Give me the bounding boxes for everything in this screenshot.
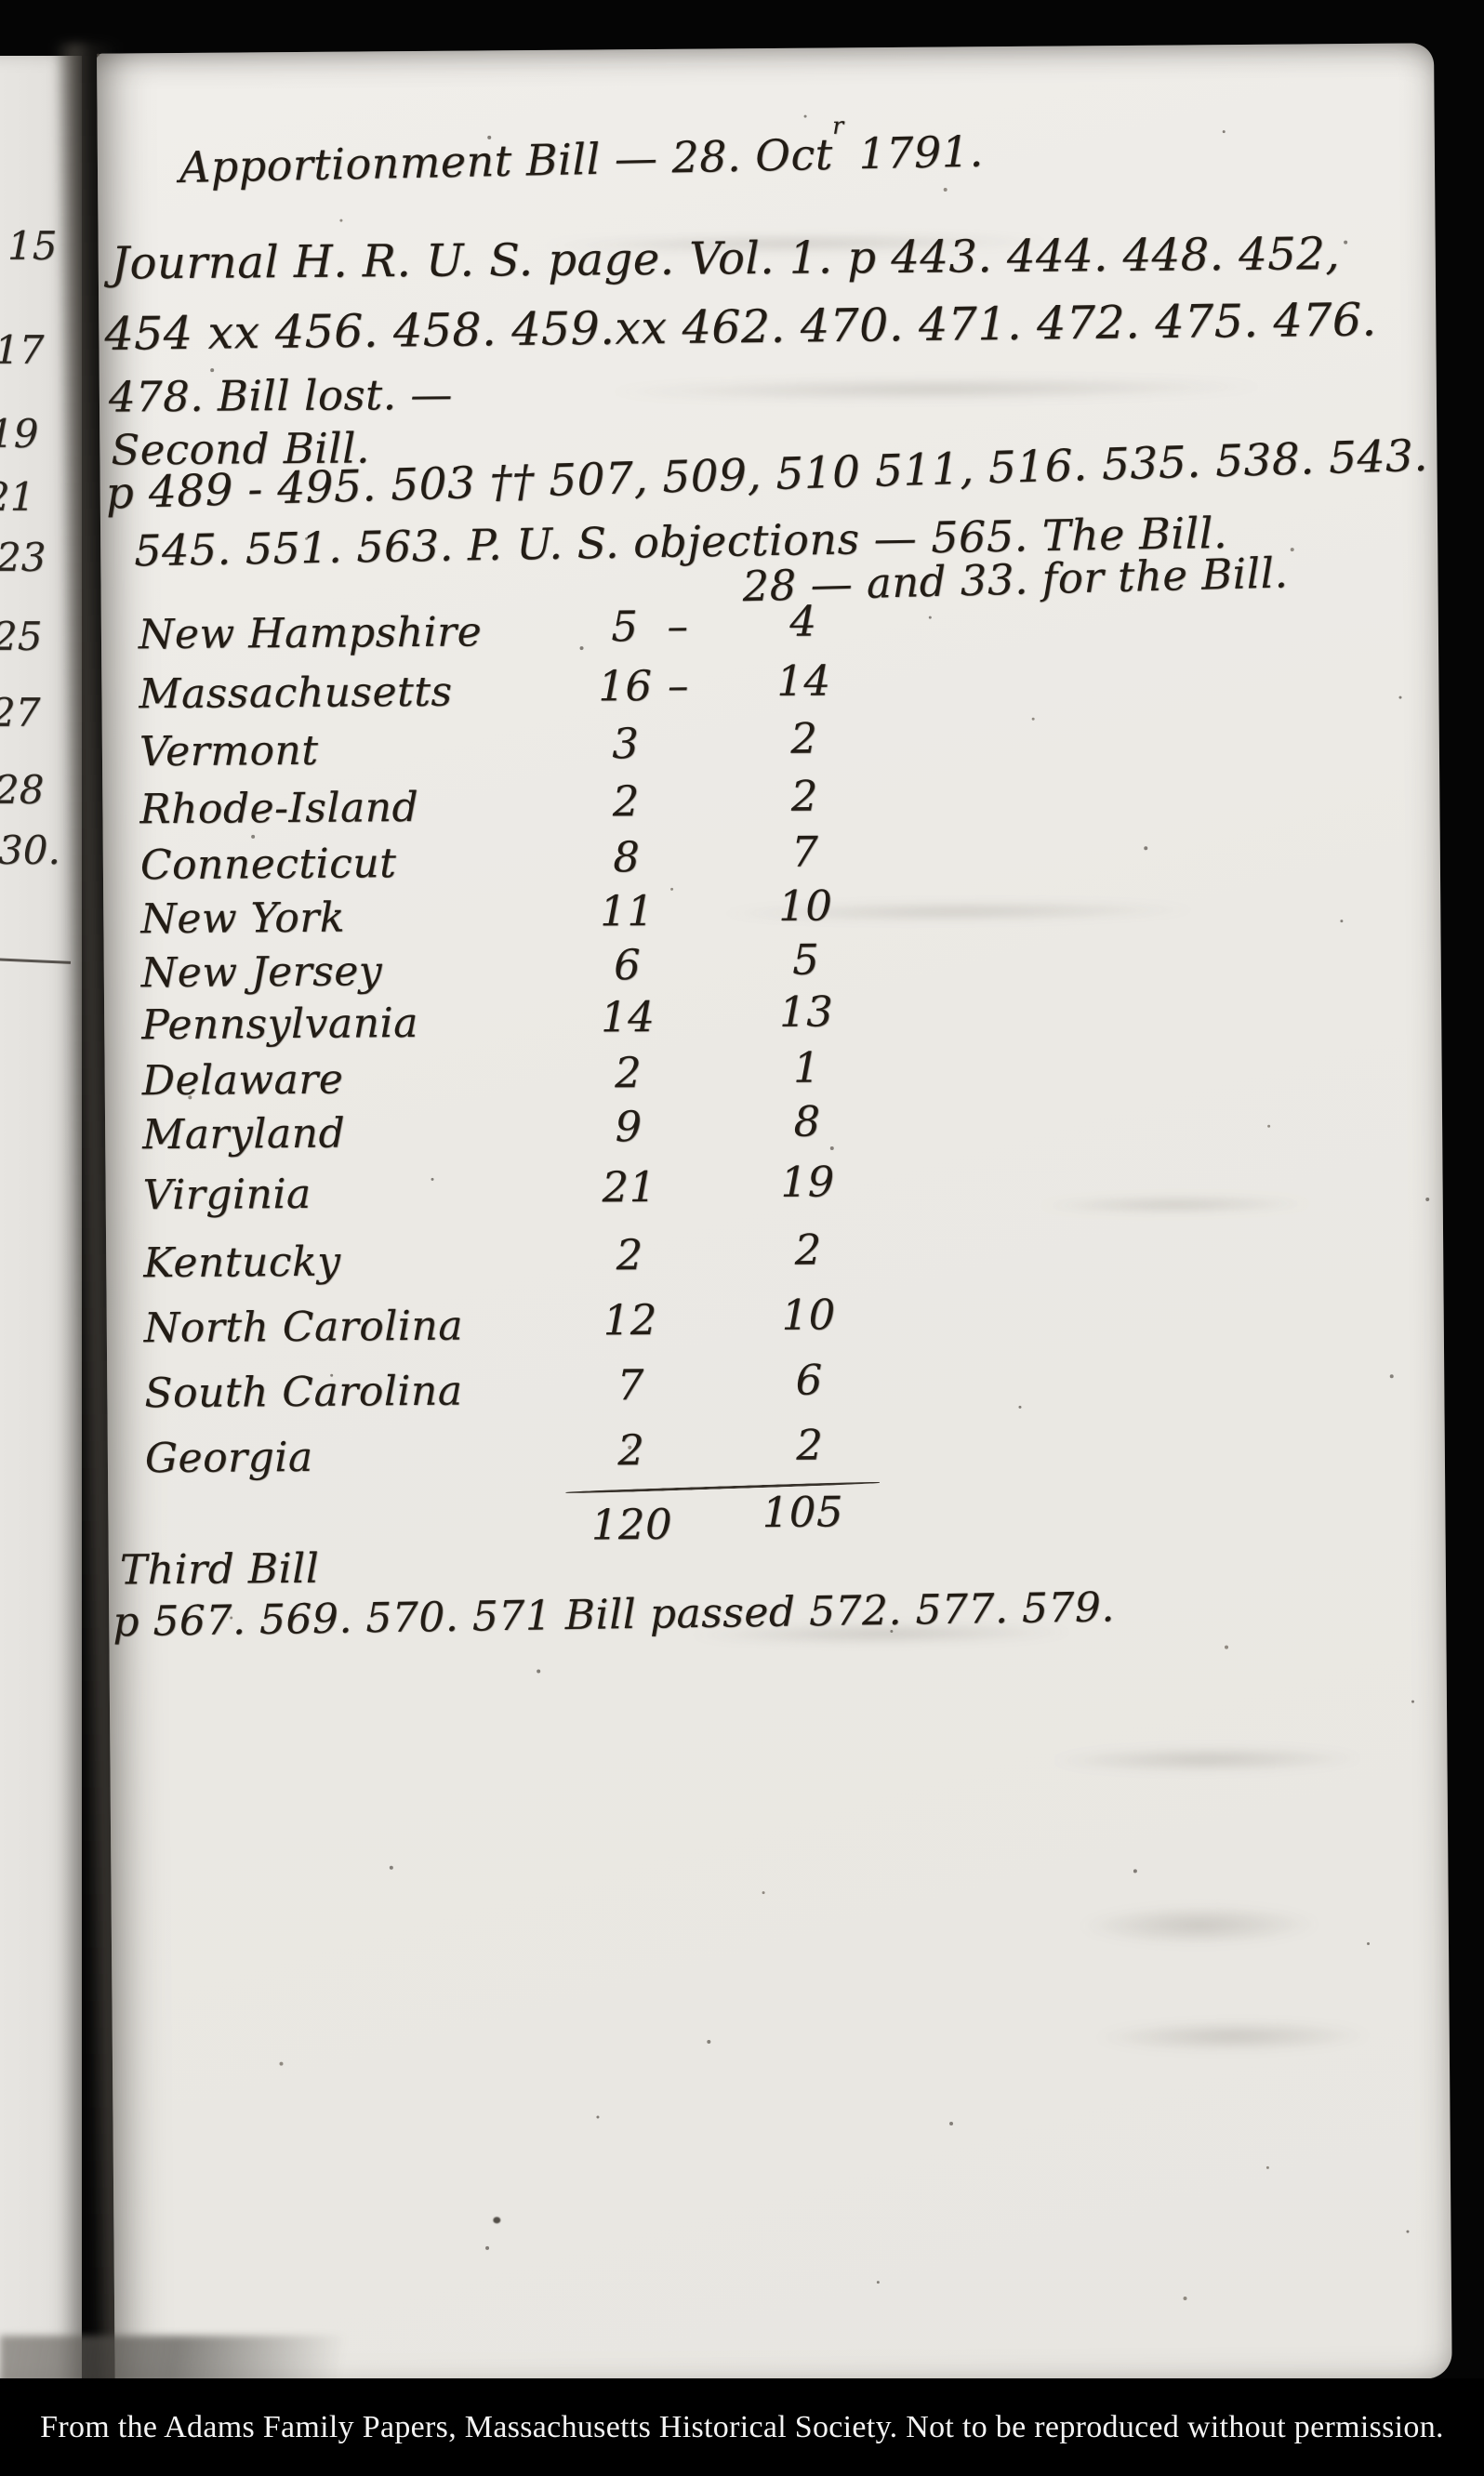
margin-number: 27 [0, 690, 41, 735]
second-apportionment-value: 5 [791, 934, 820, 985]
state-name: Kentucky [143, 1238, 341, 1288]
second-apportionment-value: 6 [795, 1355, 824, 1405]
first-apportionment-value: 7 [616, 1360, 645, 1410]
second-apportionment-value: 8 [793, 1096, 821, 1146]
table-row: Virginia 21 19 [105, 1157, 1442, 1231]
margin-number: 30. [0, 828, 60, 873]
margin-number: 28 [0, 767, 45, 813]
third-bill-heading: Third Bill [119, 1544, 320, 1595]
margin-rule [0, 958, 72, 964]
second-apportionment-value: 10 [781, 1290, 837, 1340]
archive-caption-band: From the Adams Family Papers, Massachuse… [0, 2378, 1484, 2476]
first-apportionment-value: 11 [599, 885, 655, 936]
margin-number: 17 [0, 327, 45, 373]
state-name: New Jersey [140, 947, 383, 998]
second-apportionment-value: 13 [778, 986, 834, 1037]
margin-number: 15 [7, 223, 58, 269]
state-name: Delaware [141, 1055, 344, 1106]
title-date: 1791. [843, 126, 985, 179]
first-apportionment-value: 2 [616, 1230, 643, 1280]
second-apportionment-value: 1 [792, 1042, 821, 1092]
second-apportionment-value: 4 [789, 596, 817, 646]
margin-number: 19 [0, 411, 39, 457]
second-apportionment-value: 2 [794, 1225, 822, 1275]
journal-reference-line-1: Journal H. R. U. S. page. Vol. 1. p 443.… [111, 228, 1341, 290]
archive-caption-text: From the Adams Family Papers, Massachuse… [40, 2409, 1444, 2444]
first-apportionment-value: 8 [613, 832, 641, 882]
first-apportionment-value: 3 [612, 719, 640, 769]
state-name: New Hampshire [138, 608, 483, 659]
total-second-column: 105 [762, 1487, 844, 1538]
state-name: Pennsylvania [141, 999, 419, 1050]
margin-number: 25 [0, 614, 43, 659]
state-name: Rhode-Island [139, 783, 419, 834]
state-name: New York [140, 894, 346, 944]
second-apportionment-value: 2 [790, 713, 818, 763]
margin-number: 21 [0, 474, 35, 520]
margin-number: 23 [0, 535, 46, 580]
state-name: Georgia [144, 1433, 313, 1483]
state-name: Massachusetts [139, 668, 453, 719]
title-superscript: r [831, 112, 844, 140]
first-apportionment-value: 9 [615, 1102, 643, 1152]
bill-lost-line: 478. Bill lost. — [108, 369, 453, 422]
page-title: Apportionment Bill — 28. Octr 1791. [179, 113, 985, 192]
first-apportionment-value: 14 [600, 991, 656, 1042]
journal-reference-line-2: 454 xx 456. 458. 459.xx 462. 470. 471. 4… [104, 293, 1377, 361]
bleed-through-mark [601, 375, 1271, 404]
bleed-through-mark [1049, 1744, 1366, 1774]
table-row: North Carolina 12 10 [107, 1290, 1444, 1364]
second-apportionment-value: 19 [780, 1157, 835, 1207]
first-apportionment-value: 2 [614, 1048, 643, 1098]
first-apportionment-value: 21 [602, 1161, 656, 1212]
second-apportionment-value: 2 [790, 771, 819, 821]
title-text: Apportionment Bill — 28. Oct [179, 128, 834, 192]
paper-specks [97, 53, 100, 57]
first-apportionment-value: 2 [617, 1425, 645, 1476]
bleed-through-mark [1093, 2019, 1372, 2054]
first-apportionment-value: 12 [603, 1294, 658, 1345]
state-name: Vermont [139, 726, 319, 776]
table-row: South Carolina 7 6 [107, 1356, 1444, 1429]
state-name: Virginia [142, 1170, 311, 1220]
first-apportionment-value: 2 [612, 776, 641, 827]
second-apportionment-value: 2 [796, 1420, 824, 1470]
dash-mark: – [667, 601, 689, 651]
state-name: South Carolina [144, 1367, 463, 1418]
state-name: North Carolina [143, 1302, 464, 1353]
bleed-through-mark [1078, 1903, 1321, 1947]
total-first-column: 120 [590, 1499, 673, 1550]
manuscript-page: Apportionment Bill — 28. Octr 1791. Jour… [97, 43, 1452, 2390]
page-curl-shadow [0, 2336, 437, 2384]
second-apportionment-value: 7 [791, 827, 819, 877]
state-name: Maryland [141, 1109, 346, 1159]
dash-mark: – [667, 660, 690, 710]
second-apportionment-value: 14 [775, 655, 831, 706]
second-apportionment-value: 10 [777, 881, 833, 931]
ink-spot [493, 2217, 501, 2224]
first-apportionment-value: 6 [613, 940, 642, 990]
state-name: Connecticut [139, 840, 397, 890]
table-row: Kentucky 2 2 [106, 1225, 1443, 1299]
